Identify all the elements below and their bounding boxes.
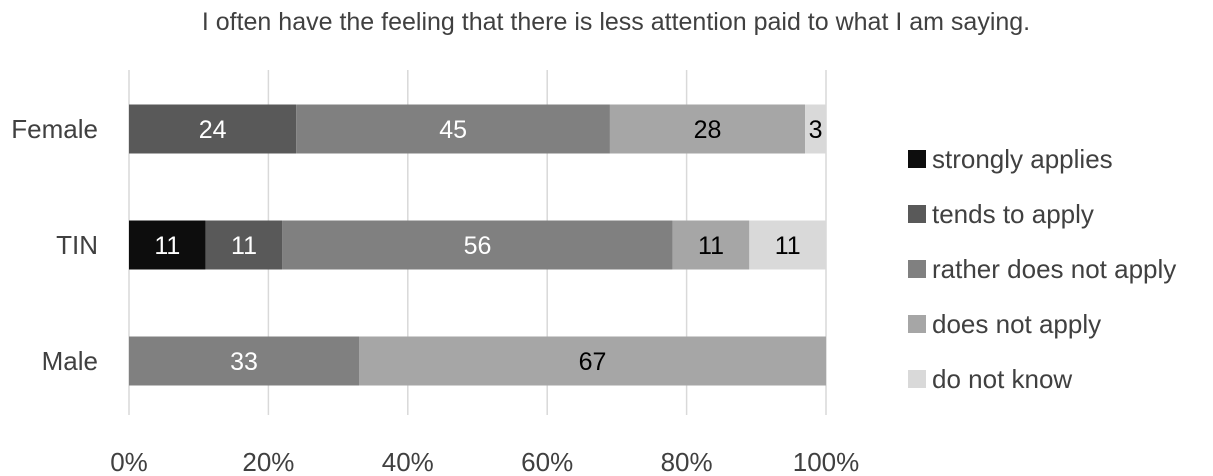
legend-swatch: [908, 260, 926, 278]
bar-segment: [609, 104, 806, 154]
bar-segment: [296, 104, 610, 154]
x-tick-label: 60%: [521, 447, 573, 476]
data-label: 33: [230, 348, 258, 376]
bars: 24 45 28 3 11 11 56 11 11 33 67: [129, 104, 826, 386]
legend-swatch: [908, 315, 926, 333]
data-label: 11: [698, 232, 724, 260]
category-label: Female: [11, 114, 98, 144]
bar-segment: [805, 104, 826, 154]
bar-segment: [359, 336, 826, 386]
bar-segment: [129, 220, 206, 270]
legend-label: do not know: [932, 364, 1072, 394]
bar-segment: [282, 220, 673, 270]
bar-segment: [672, 220, 750, 270]
x-tick-label: 20%: [242, 447, 294, 476]
bar-segment: [749, 220, 826, 270]
legend: strongly applies tends to apply rather doe…: [908, 144, 1176, 394]
legend-label: rather does not apply: [932, 254, 1176, 284]
category-label: Male: [42, 346, 98, 376]
data-label: 3: [809, 116, 823, 144]
legend-swatch: [908, 150, 926, 168]
data-label: 56: [464, 232, 492, 260]
bar-segment: [205, 220, 283, 270]
data-label: 11: [775, 232, 801, 260]
chart-title: I often have the feeling that there is l…: [202, 8, 1030, 36]
category-label: TIN: [56, 230, 98, 260]
data-label: 67: [579, 348, 607, 376]
x-axis-ticks: 0% 20% 40% 60% 80% 100%: [110, 447, 859, 476]
legend-swatch: [908, 205, 926, 223]
legend-label: strongly applies: [932, 144, 1113, 174]
data-label: 24: [199, 116, 227, 144]
data-label: 11: [231, 232, 257, 260]
x-tick-label: 80%: [661, 447, 713, 476]
category-labels: Female TIN Male: [11, 114, 98, 376]
x-tick-label: 100%: [793, 447, 860, 476]
legend-label: does not apply: [932, 309, 1101, 339]
data-label: 28: [694, 116, 722, 144]
data-label: 45: [439, 116, 467, 144]
data-label: 11: [154, 232, 180, 260]
legend-swatch: [908, 370, 926, 388]
x-tick-label: 0%: [110, 447, 148, 476]
legend-label: tends to apply: [932, 199, 1094, 229]
bar-segment: [129, 336, 360, 386]
bar-segment: [129, 104, 297, 154]
x-tick-label: 40%: [382, 447, 434, 476]
